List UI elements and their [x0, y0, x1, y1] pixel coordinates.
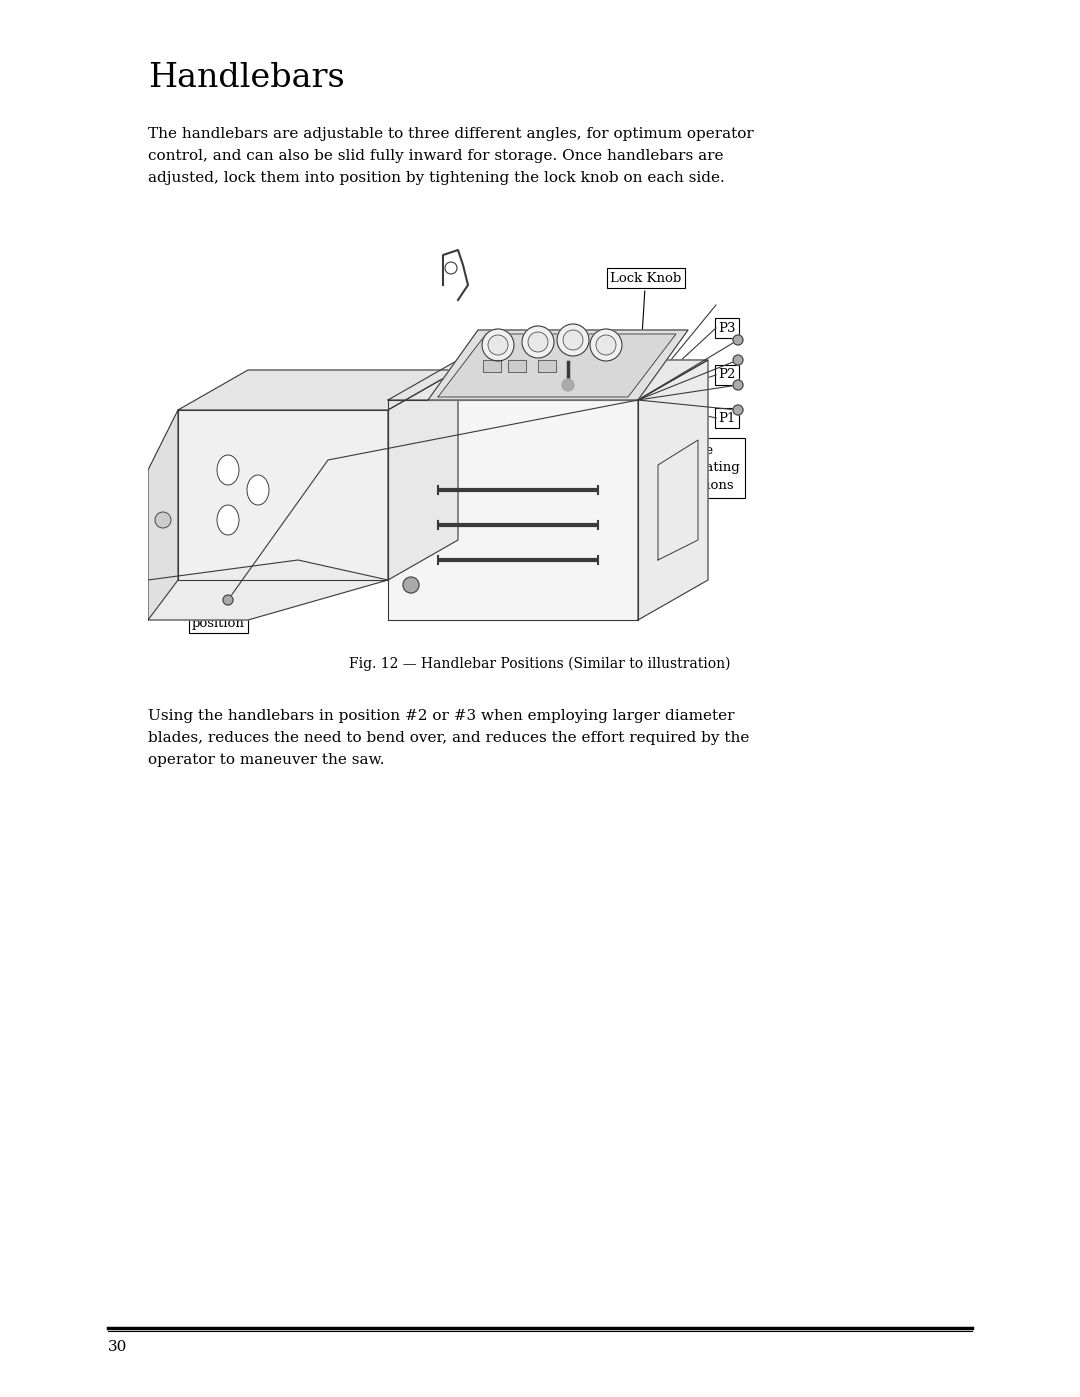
Text: P2: P2 — [718, 369, 735, 381]
Polygon shape — [428, 330, 688, 400]
Bar — [483, 360, 501, 372]
Polygon shape — [638, 360, 708, 620]
Circle shape — [733, 335, 743, 345]
Text: P3: P3 — [718, 321, 735, 334]
Circle shape — [222, 595, 233, 605]
Circle shape — [156, 511, 171, 528]
Text: 30: 30 — [108, 1340, 127, 1354]
Circle shape — [563, 330, 583, 351]
Polygon shape — [388, 400, 638, 620]
Circle shape — [562, 379, 573, 391]
Bar — [538, 360, 556, 372]
Polygon shape — [148, 409, 178, 620]
Circle shape — [482, 330, 514, 360]
Circle shape — [522, 326, 554, 358]
Text: operator to maneuver the saw.: operator to maneuver the saw. — [148, 753, 384, 767]
Text: blades, reduces the need to bend over, and reduces the effort required by the: blades, reduces the need to bend over, a… — [148, 731, 750, 745]
Polygon shape — [178, 370, 458, 409]
Text: adjusted, lock them into position by tightening the lock knob on each side.: adjusted, lock them into position by tig… — [148, 170, 725, 184]
Bar — [508, 360, 526, 372]
Text: P1: P1 — [718, 412, 735, 425]
Text: control, and can also be slid fully inward for storage. Once handlebars are: control, and can also be slid fully inwa… — [148, 149, 724, 163]
Circle shape — [557, 324, 589, 356]
Text: Lock Knob: Lock Knob — [610, 271, 681, 397]
Circle shape — [488, 335, 508, 355]
Text: Storage
position: Storage position — [192, 599, 245, 630]
Polygon shape — [388, 360, 708, 400]
Polygon shape — [388, 370, 458, 580]
Text: Using the handlebars in position #2 or #3 when employing larger diameter: Using the handlebars in position #2 or #… — [148, 710, 734, 724]
Text: Handlebars: Handlebars — [148, 61, 345, 94]
Bar — [508, 360, 526, 372]
Circle shape — [528, 332, 548, 352]
Polygon shape — [438, 334, 676, 397]
Polygon shape — [178, 409, 388, 580]
Circle shape — [733, 355, 743, 365]
Circle shape — [590, 330, 622, 360]
Ellipse shape — [247, 475, 269, 504]
Circle shape — [445, 263, 457, 274]
Text: The handlebars are adjustable to three different angles, for optimum operator: The handlebars are adjustable to three d… — [148, 127, 754, 141]
Ellipse shape — [217, 504, 239, 535]
Circle shape — [403, 577, 419, 592]
Ellipse shape — [217, 455, 239, 485]
Circle shape — [733, 405, 743, 415]
Circle shape — [596, 335, 616, 355]
Circle shape — [733, 380, 743, 390]
Polygon shape — [148, 560, 388, 620]
Bar — [483, 360, 501, 372]
Text: Three
operating
positions: Three operating positions — [675, 443, 740, 493]
Text: Fig. 12 — Handlebar Positions (Similar to illustration): Fig. 12 — Handlebar Positions (Similar t… — [349, 657, 731, 671]
Bar — [538, 360, 556, 372]
